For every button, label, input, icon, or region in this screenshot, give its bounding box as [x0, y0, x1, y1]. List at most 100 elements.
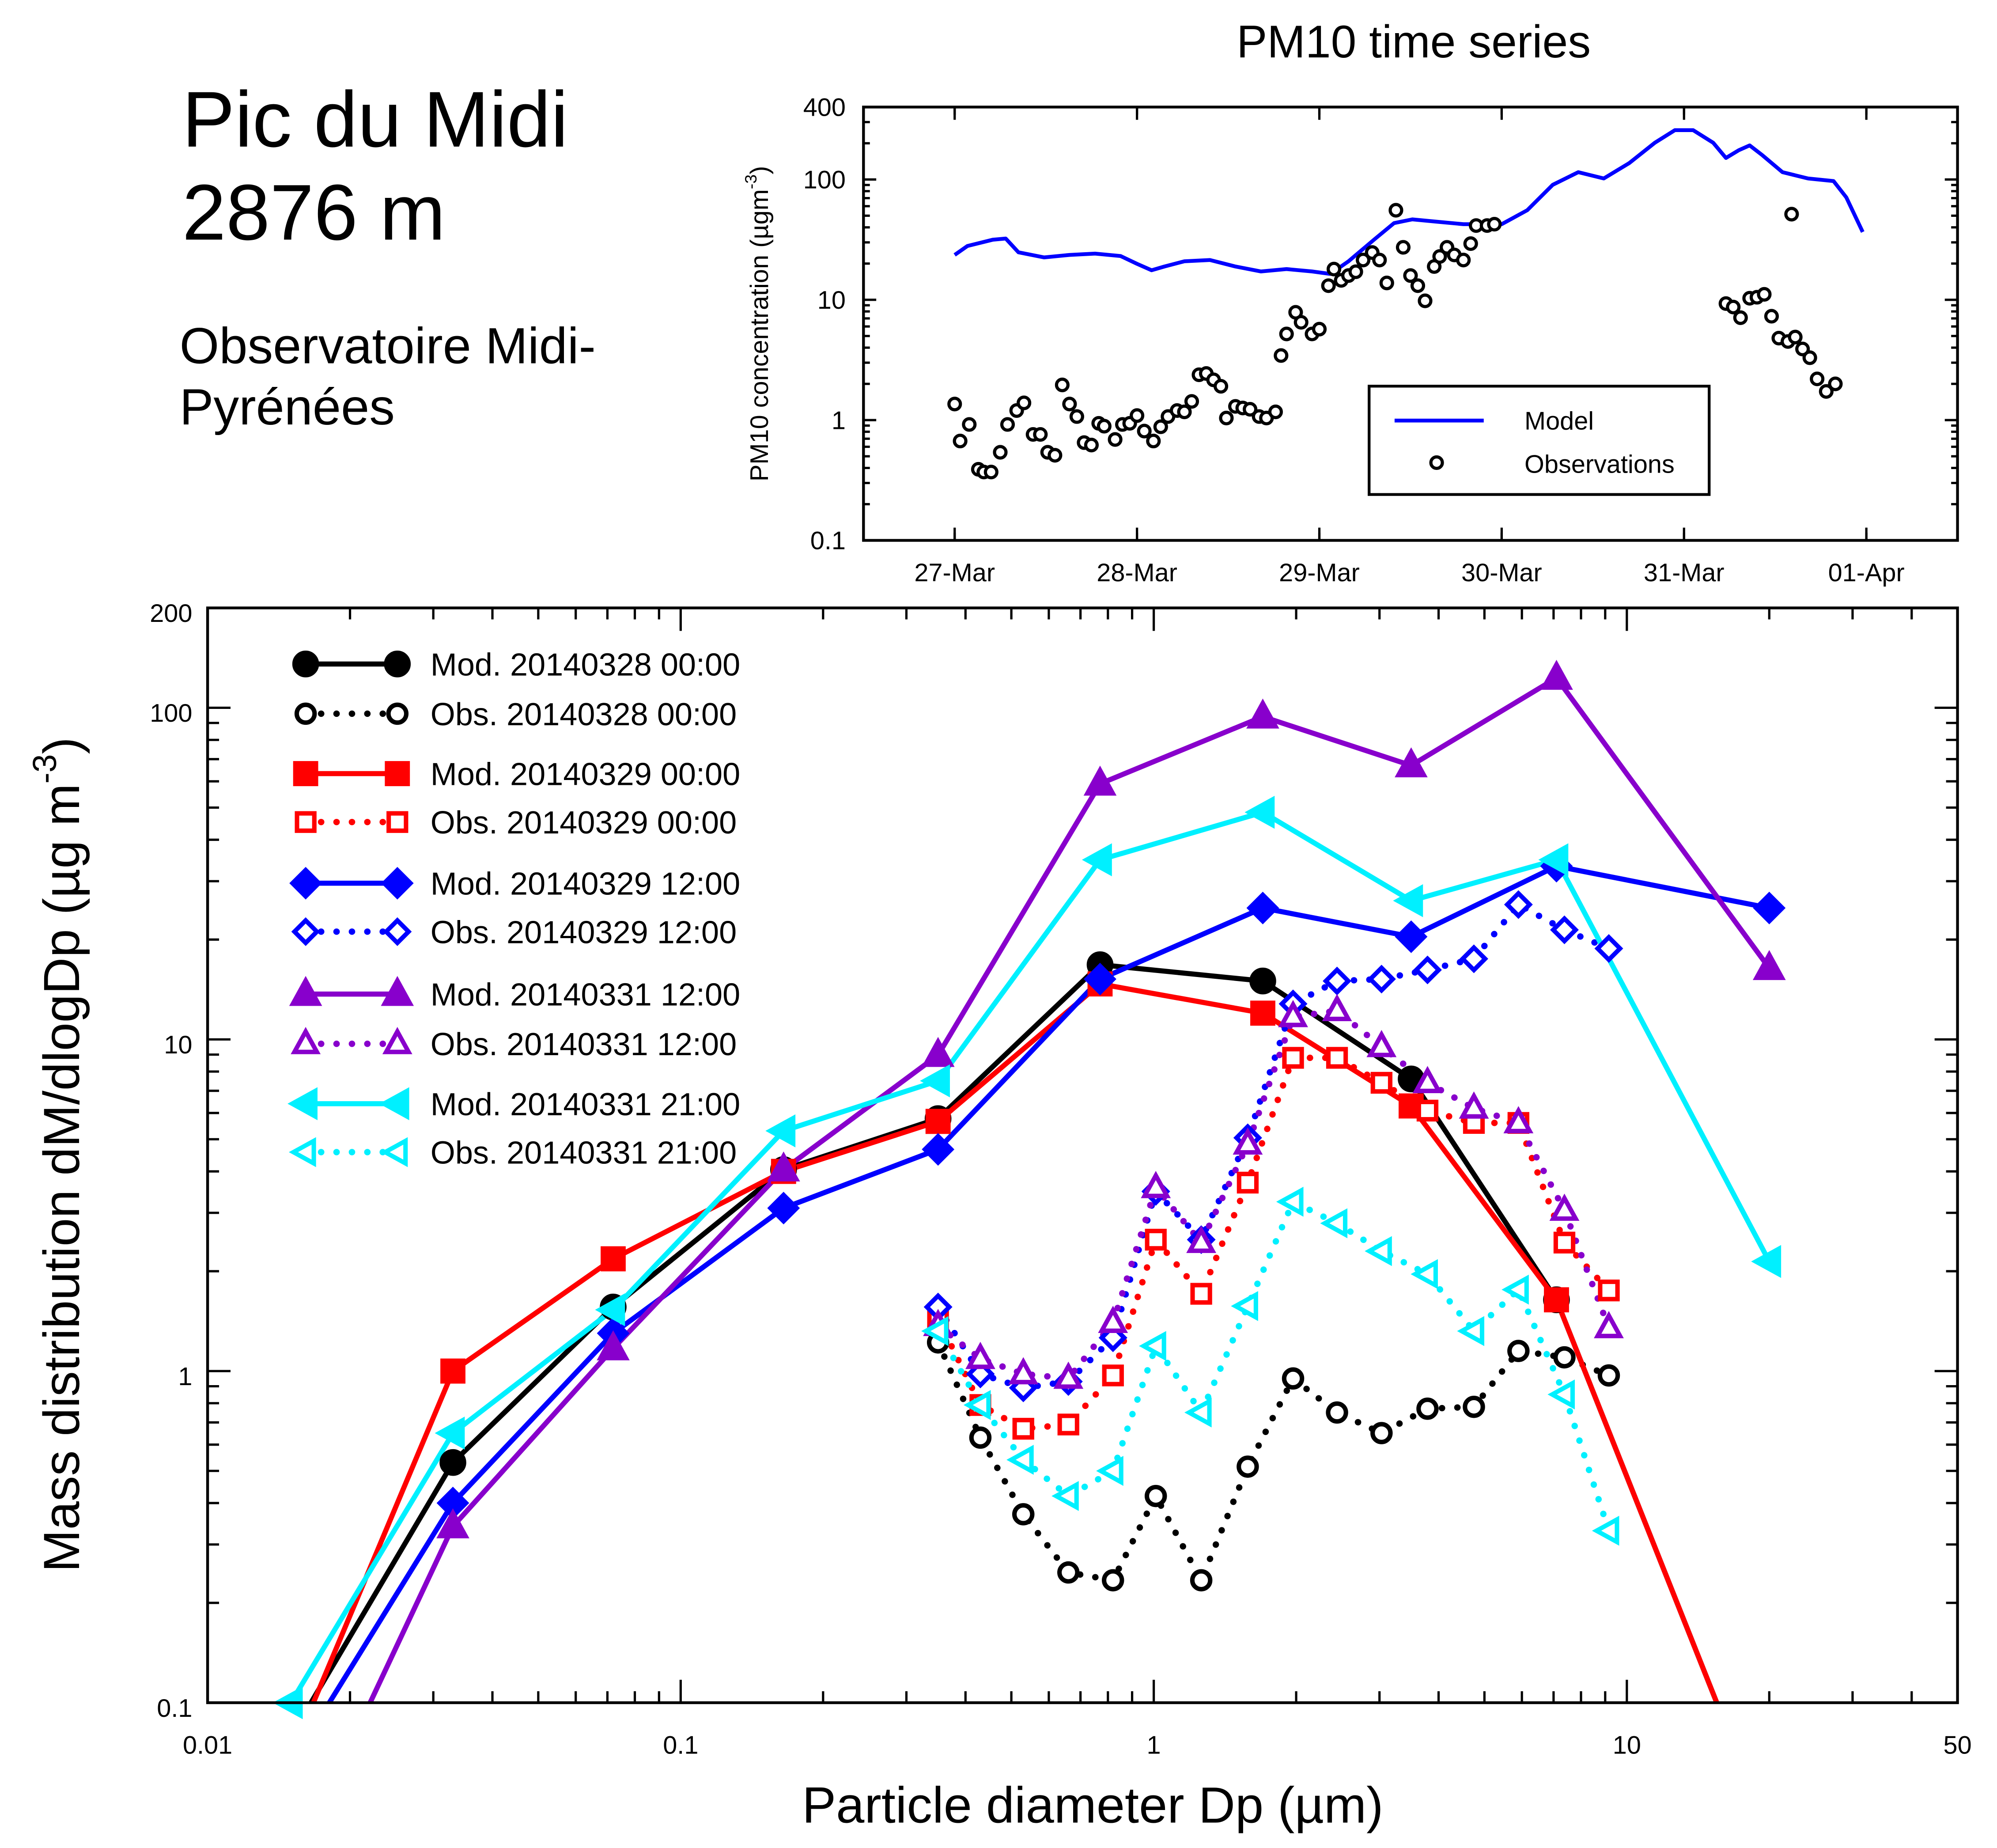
- y-tick-label: 10: [817, 286, 846, 314]
- obs-20140329-12-00-point: [1550, 915, 1579, 944]
- obs-20140331-21-00-point: [963, 1390, 991, 1420]
- observation-point: [1268, 404, 1283, 420]
- mod-20140329-00-00-legend-marker: [385, 761, 410, 786]
- y-tick-label: 0.1: [810, 527, 846, 555]
- obs-20140328-00-00-line: [934, 1339, 1612, 1584]
- obs-20140329-00-00-point: [1553, 1231, 1576, 1253]
- mod-20140328-00-00-point: [439, 1449, 466, 1476]
- mod-20140329-12-00-point: [1753, 891, 1786, 924]
- top-chart-ylabel: PM10 concentration (µgm-3): [741, 166, 774, 481]
- mod-20140331-21-00-line: [288, 810, 1772, 1703]
- observation-point: [1410, 278, 1426, 293]
- obs-20140329-12-00-legend-label: Obs. 20140329 12:00: [431, 915, 737, 950]
- mod-20140328-00-00-legend-label: Mod. 20140328 00:00: [431, 647, 740, 682]
- observation-point: [1137, 424, 1152, 439]
- mod-20140331-21-00-point: [1244, 795, 1275, 829]
- mod-20140331-21-00-point: [1751, 1245, 1781, 1278]
- observation-point: [1784, 207, 1799, 222]
- obs-20140331-12-00-point: [1053, 1361, 1084, 1389]
- obs-20140328-00-00-point: [1144, 1484, 1167, 1507]
- mod-20140329-12-00-point: [1084, 962, 1116, 996]
- top-chart-frame: [862, 106, 1959, 542]
- main-ylabel-main: Mass distribution dM/dlogDp (µg m: [34, 784, 90, 1572]
- obs-20140329-00-00-legend-marker: [295, 811, 317, 833]
- obs-20140331-21-00-legend-marker: [380, 1137, 408, 1167]
- obs-20140329-00-00-point: [1598, 1280, 1620, 1302]
- obs-20140329-00-00-point: [1326, 1047, 1348, 1069]
- obs-20140328-00-00-point: [1102, 1569, 1124, 1592]
- obs-20140331-12-00-point: [1412, 1066, 1443, 1094]
- observation-point: [1062, 397, 1077, 412]
- pm10-timeseries-chart: PM10 time series PM10 concentration (µgm…: [741, 16, 1959, 587]
- observation-point: [1795, 341, 1810, 356]
- observation-point: [1418, 293, 1433, 308]
- obs-20140331-21-00-point: [1547, 1379, 1575, 1410]
- top-ylabel-sup: -3: [741, 174, 760, 189]
- obs-20140328-00-00-point: [1326, 1401, 1348, 1424]
- top-chart-legend: Model Observations: [1368, 385, 1711, 496]
- obs-20140329-00-00-point: [1190, 1283, 1212, 1305]
- institution-line2: Pyrénées: [180, 379, 395, 435]
- observation-point: [1403, 268, 1418, 283]
- obs-20140331-12-00-point: [965, 1341, 995, 1369]
- observation-point: [1372, 253, 1387, 268]
- x-tick-label: 28-Mar: [1097, 559, 1177, 587]
- observation-point: [1097, 419, 1112, 434]
- mod-20140331-21-00-legend-label: Mod. 20140331 21:00: [431, 1087, 740, 1122]
- mod-20140329-00-00-point: [601, 1246, 626, 1272]
- obs-20140328-00-00-point: [1057, 1561, 1080, 1584]
- mass-distribution-chart: Mass distribution dM/dlogDp (µg m-3) Par…: [26, 599, 1972, 1833]
- obs-20140328-00-00-point: [1237, 1455, 1259, 1478]
- mod-20140331-21-00-point: [595, 1293, 625, 1326]
- obs-20140331-21-00-point: [1006, 1445, 1034, 1475]
- observation-point: [1274, 348, 1289, 363]
- obs-20140329-12-00-point: [1594, 934, 1623, 963]
- y-tick-label: 1: [178, 1363, 192, 1391]
- top-ylabel-end: ): [745, 166, 774, 174]
- mod-20140329-12-00-legend-marker: [289, 867, 322, 900]
- observation-point: [1055, 377, 1070, 393]
- main-chart-axes: 0.01 0.1 1 10 50 0.1 1 10 100 200: [150, 599, 1971, 1759]
- mod-20140329-00-00-point: [440, 1358, 465, 1384]
- observation-point: [1733, 310, 1748, 325]
- y-tick-label: 200: [150, 599, 192, 628]
- x-tick-label: 27-Mar: [914, 559, 995, 587]
- obs-20140329-00-00-point: [1102, 1364, 1124, 1386]
- observation-point: [1108, 432, 1123, 447]
- observation-point: [1294, 315, 1309, 330]
- mod-20140329-00-00-point: [925, 1109, 951, 1134]
- obs-20140329-00-00-point: [1370, 1072, 1392, 1094]
- x-tick-label: 10: [1613, 1731, 1641, 1759]
- obs-20140328-00-00-point: [1507, 1340, 1530, 1362]
- main-ylabel-end: ): [34, 737, 90, 754]
- top-legend-box: [1368, 385, 1711, 496]
- observation-point: [1146, 433, 1161, 449]
- obs-20140329-12-00-point: [1459, 944, 1489, 973]
- observation-point: [1033, 427, 1048, 442]
- obs-20140331-21-00-point: [1051, 1481, 1079, 1511]
- obs-20140328-00-00-legend-marker: [386, 702, 409, 725]
- top-ylabel-main: PM10 concentration (µgm: [745, 189, 774, 481]
- mod-20140331-12-00-point: [1395, 747, 1428, 777]
- observation-point: [1326, 261, 1342, 276]
- obs-20140329-12-00-legend-marker: [291, 917, 320, 946]
- y-tick-label: 1: [832, 406, 846, 435]
- obs-20140331-12-00-point: [1459, 1091, 1489, 1119]
- observation-point: [1213, 379, 1229, 394]
- observation-point: [1321, 278, 1336, 293]
- y-tick-label: 10: [164, 1031, 192, 1059]
- x-tick-label: 0.01: [183, 1731, 232, 1759]
- obs-20140331-12-00-legend-marker: [382, 1027, 412, 1054]
- obs-20140331-12-00-point: [1503, 1106, 1534, 1133]
- top-legend-model-label: Model: [1524, 407, 1594, 435]
- mod-20140329-12-00-point: [1246, 891, 1279, 924]
- mod-20140331-12-00-point: [436, 1508, 469, 1538]
- obs-20140329-12-00-legend-marker: [383, 917, 412, 946]
- mod-20140329-12-00-point: [767, 1192, 800, 1225]
- y-tick-label: 400: [803, 94, 846, 122]
- site-name: Pic du Midi: [182, 75, 568, 163]
- mod-20140329-12-00-point: [922, 1133, 955, 1166]
- observation-point: [1348, 264, 1363, 279]
- mod-20140331-12-00-point: [1246, 698, 1279, 729]
